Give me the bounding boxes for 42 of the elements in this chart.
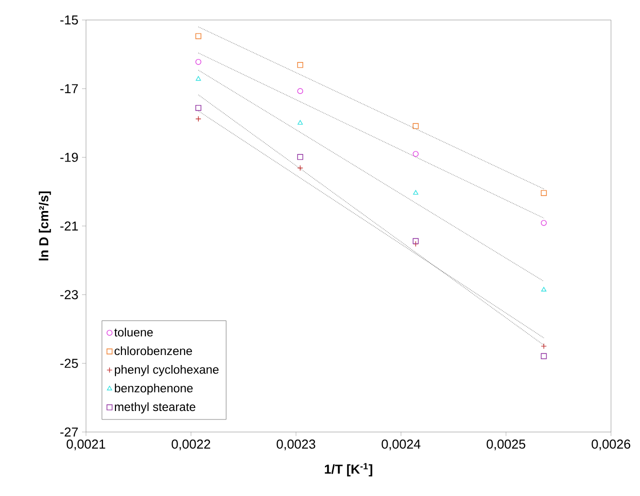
legend-label: methyl stearate xyxy=(114,402,196,414)
x-tick-label: 0,0024 xyxy=(382,440,420,450)
point xyxy=(540,343,547,350)
x-tick-label: 0,0025 xyxy=(486,440,526,450)
point xyxy=(412,238,419,244)
legend-label: benzophenone xyxy=(114,384,193,395)
point xyxy=(412,150,419,157)
point xyxy=(196,76,201,81)
point xyxy=(297,62,304,68)
y-tick-label: -23 xyxy=(60,290,78,300)
y-tick-label: -19 xyxy=(60,152,78,162)
point xyxy=(195,58,202,65)
y-tick-label: -21 xyxy=(60,221,78,231)
legend-label: toluene xyxy=(114,328,153,336)
line-series xyxy=(198,26,544,190)
point xyxy=(297,88,304,94)
y-axis-title: ln D [cm²/s] xyxy=(38,191,51,260)
point xyxy=(412,123,419,130)
y-tick-label: -17 xyxy=(60,84,78,94)
point xyxy=(541,286,546,292)
legend-label: chlorobenzene xyxy=(114,346,192,356)
x-tick-label: 0,0026 xyxy=(592,440,630,450)
point xyxy=(195,104,202,111)
y-tick-label: -27 xyxy=(60,427,78,437)
point xyxy=(540,190,547,196)
point xyxy=(195,33,202,40)
point xyxy=(540,220,547,226)
point xyxy=(413,190,418,195)
line-series xyxy=(198,52,544,218)
x-axis-title: 1/T [K$^{-1}$] xyxy=(324,463,372,476)
point xyxy=(298,120,303,125)
line-series xyxy=(198,70,544,282)
y-tick-label: -25 xyxy=(60,358,78,368)
x-tick-label: 0,0021 xyxy=(66,440,106,450)
point xyxy=(297,165,304,171)
point xyxy=(297,154,304,160)
legend-label: phenyl cyclohexane xyxy=(114,365,219,376)
x-tick-label: 0,0023 xyxy=(276,440,316,450)
x-tick-label: 0,0022 xyxy=(172,440,210,450)
y-tick-label: -15 xyxy=(60,15,78,25)
point xyxy=(540,353,547,360)
point xyxy=(195,116,202,122)
